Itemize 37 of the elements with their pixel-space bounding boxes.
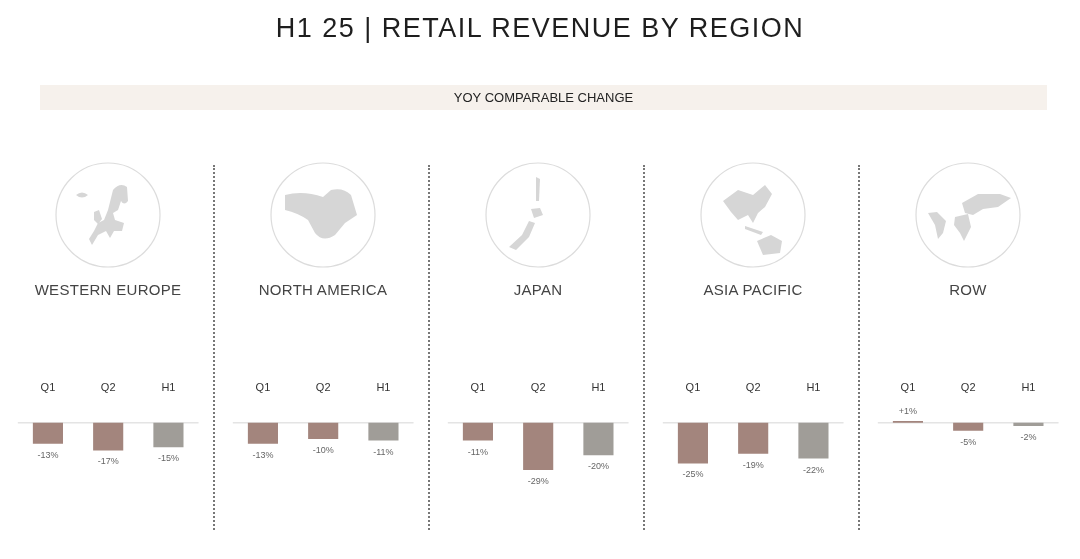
chart-title: NORTH AMERICA — [257, 280, 389, 300]
x-tick-label: Q1 — [470, 381, 486, 394]
text: H1 25 | RETAIL REVENUE BY REGION — [274, 12, 806, 45]
chart-title: ASIA PACIFIC — [702, 280, 804, 300]
data-label: -29% — [527, 475, 549, 486]
x-tick-label: H1 — [1021, 381, 1036, 394]
x-tick-label: Q1 — [255, 381, 271, 394]
data-label: -10% — [312, 444, 334, 455]
x-tick-label: Q2 — [315, 381, 331, 394]
x-tick-label: Q1 — [40, 381, 56, 394]
x-tick-label: H1 — [376, 381, 391, 394]
data-label: -17% — [97, 456, 119, 467]
data-label: -25% — [682, 469, 704, 480]
chart-title: JAPAN — [512, 280, 564, 300]
x-tick-label: Q1 — [900, 381, 916, 394]
chart-title: ROW — [948, 280, 988, 300]
x-tick-label: H1 — [806, 381, 821, 394]
text: YOY COMPARABLE CHANGE — [40, 85, 1047, 110]
data-label: -13% — [37, 449, 59, 460]
x-tick-label: H1 — [161, 381, 176, 394]
chart-title: WESTERN EUROPE — [33, 280, 183, 300]
data-label: -11% — [373, 446, 394, 457]
x-tick-label: Q2 — [745, 381, 761, 394]
data-label: -5% — [960, 436, 977, 447]
data-label: -2% — [1020, 431, 1037, 442]
data-label: -20% — [587, 461, 609, 472]
x-tick-label: Q2 — [960, 381, 976, 394]
data-label: -22% — [802, 464, 824, 475]
data-label: -13% — [252, 449, 274, 460]
x-tick-label: H1 — [591, 381, 606, 394]
data-label: +1% — [898, 405, 918, 416]
data-label: -11% — [467, 446, 489, 457]
x-tick-label: Q2 — [530, 381, 546, 394]
data-label: -15% — [157, 453, 179, 464]
x-tick-label: Q2 — [100, 381, 116, 394]
data-label: -19% — [742, 459, 764, 470]
x-tick-label: Q1 — [685, 381, 701, 394]
